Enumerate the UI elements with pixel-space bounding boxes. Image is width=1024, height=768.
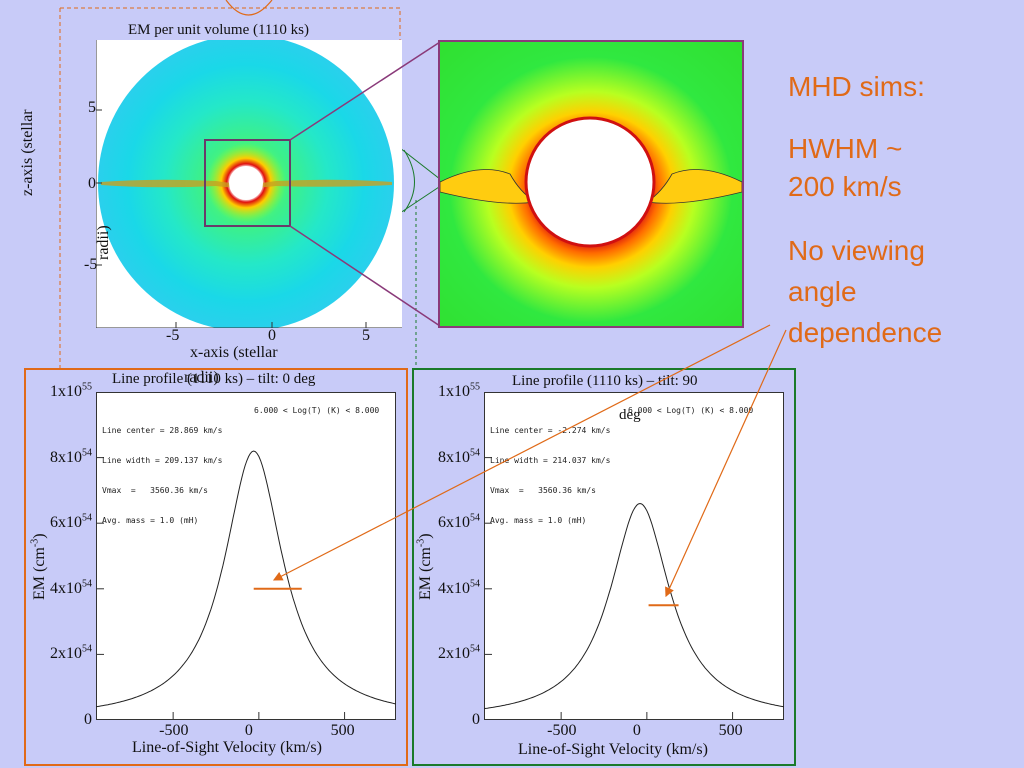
chart0-legend-range: 6.000 < Log(T) (K) < 8.000 (254, 406, 380, 415)
chart1-ytick-label: 4x1054 (438, 578, 480, 597)
chart0-ytick-label: 1x1055 (50, 381, 92, 400)
chart1-xlabel: Line-of-Sight Velocity (km/s) (518, 741, 708, 758)
green-view-arc (403, 149, 415, 213)
chart1-ytick-label: 1x1055 (438, 381, 480, 400)
note-no-viewing: No viewing (788, 235, 925, 266)
chart0-ytick-label: 8x1054 (50, 447, 92, 466)
chart0-legend-width: Line width = 209.137 km/s (102, 456, 223, 465)
chart0-legend-mass: Avg. mass = 1.0 (mH) (102, 516, 199, 525)
map-title: EM per unit volume (1110 ks) (128, 22, 309, 38)
chart1-legend: Line center = -2.274 km/s Line width = 2… (490, 406, 610, 546)
chart1-legend-range: 6.000 < Log(T) (K) < 8.000 (628, 406, 754, 415)
map-ytick: 0 (88, 175, 96, 192)
chart0-profile-line (96, 450, 396, 708)
chart1-legend-center: Line center = -2.274 km/s (490, 426, 611, 435)
em-map-svg (95, 35, 402, 331)
chart1-legend-width: Line width = 214.037 km/s (490, 456, 611, 465)
chart0-ylabel: EM (cm-3) (29, 533, 48, 600)
chart1-xtick-label: 500 (718, 722, 743, 739)
chart0-ytick-label: 6x1054 (50, 512, 92, 532)
chart0-ytick-label: 4x1054 (50, 578, 92, 597)
chart0-ytick-label: 2x1054 (50, 644, 92, 663)
chart0-xtick-label: 0 (244, 722, 253, 739)
chart0-title: Line profile (1110 ks) – tilt: 0 deg (112, 371, 316, 387)
chart0-xtick-label: -500 (159, 722, 189, 739)
chart0-legend-vmax: Vmax = 3560.36 km/s (102, 486, 208, 495)
zoom-star (524, 116, 656, 248)
zoom-region-box (204, 139, 291, 227)
chart0-ytick-label: 0 (84, 711, 92, 728)
chart1-ytick-label: 0 (472, 711, 480, 728)
chart1-plot: Line center = -2.274 km/s Line width = 2… (484, 392, 784, 720)
chart0-plot: Line center = 28.869 km/s Line width = 2… (96, 392, 396, 720)
chart1-ytick-label: 8x1054 (438, 447, 480, 466)
streamer-right (645, 169, 742, 204)
chart0-legend-center: Line center = 28.869 km/s (102, 426, 223, 435)
map-xtick: -5 (166, 327, 180, 344)
map-xlabel: x-axis (stellar (190, 344, 278, 361)
note-angle: angle (788, 276, 857, 307)
note-hwhm: HWHM ~ (788, 133, 903, 164)
orange-arc-top (225, 0, 273, 16)
chart1-xtick-label: -500 (547, 722, 577, 739)
note-hwhm-value: 200 km/s (788, 171, 902, 202)
zoom-panel (438, 40, 744, 328)
streamer-left (440, 169, 537, 204)
chart1-legend-mass: Avg. mass = 1.0 (mH) (490, 516, 587, 525)
chart1-legend-vmax: Vmax = 3560.36 km/s (490, 486, 596, 495)
chart1-xtick-label: 0 (632, 722, 641, 739)
chart1-ylabel: EM (cm-3) (415, 533, 434, 600)
map-xlabel-continued: radii) (184, 369, 219, 386)
zoom-svg (440, 42, 742, 326)
note-mhd: MHD sims: (788, 71, 925, 102)
map-ytick: -5 (84, 256, 98, 273)
orange-dashed-guide-top (60, 7, 401, 40)
map-xtick: 0 (268, 327, 276, 344)
chart0-xlabel: Line-of-Sight Velocity (km/s) (132, 739, 322, 756)
chart1-title: Line profile (1110 ks) – tilt: 90 (512, 373, 698, 389)
chart1-ytick-label: 2x1054 (438, 644, 480, 663)
note-dependence: dependence (788, 317, 943, 348)
chart0-legend: Line center = 28.869 km/s Line width = 2… (102, 406, 222, 546)
chart0-xtick-label: 500 (330, 722, 355, 739)
em-map-plot (95, 35, 402, 331)
chart1-title-continued: deg (619, 407, 641, 423)
chart1-ytick-label: 6x1054 (438, 512, 480, 532)
em-star (229, 166, 263, 200)
map-ytick: 5 (88, 99, 96, 116)
